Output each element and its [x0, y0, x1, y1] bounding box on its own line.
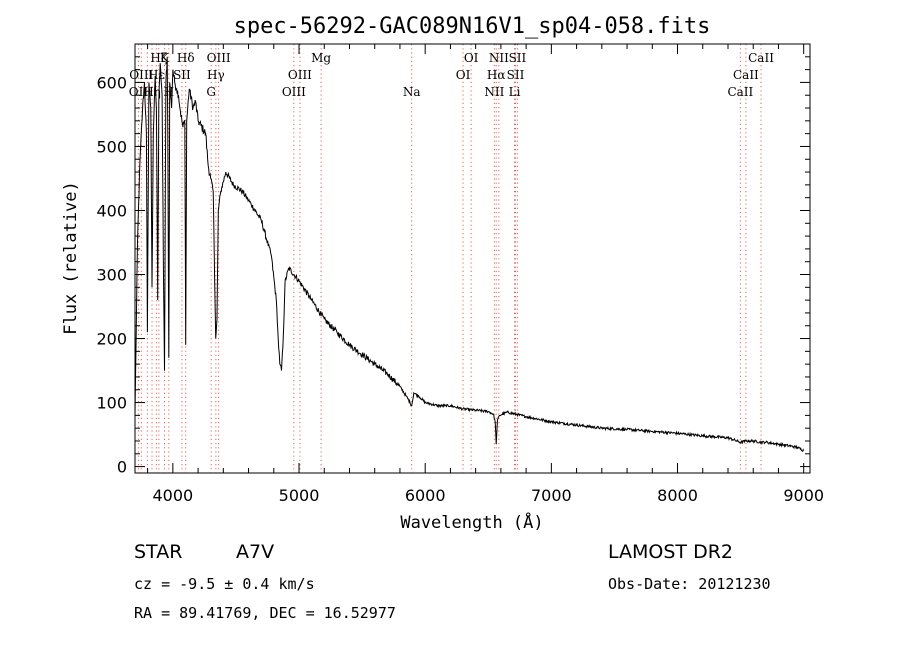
line-mark-label: K: [160, 51, 170, 65]
x-tick-label: 6000: [405, 486, 446, 505]
y-tick-label: 400: [96, 201, 127, 220]
line-mark-label: OIII: [207, 51, 231, 65]
line-mark-label: OIII: [288, 68, 312, 82]
x-tick-label: 5000: [279, 486, 320, 505]
line-mark-label: SII: [507, 68, 525, 82]
chart-title: spec-56292-GAC089N16V1_sp04-058.fits: [234, 14, 711, 39]
line-mark-label: Hα: [487, 68, 506, 82]
line-mark-label: SII: [173, 68, 191, 82]
line-labels: OII OIII Hη Hε HζK H SII Hδ G Hγ OIII OIII OIII Mg Na O…: [129, 51, 774, 99]
axis-ticks: 4000 5000 6000 7000 8000 9000 0 100 200 300 400 500…: [96, 44, 824, 505]
y-tick-label: 500: [96, 137, 127, 156]
line-marks: [137, 44, 762, 473]
object-subclass: A7V: [236, 541, 275, 563]
coordinates: RA = 89.41769, DEC = 16.52977: [134, 604, 396, 622]
line-mark-label: OII: [129, 85, 149, 99]
line-mark-label: SII: [509, 51, 527, 65]
line-mark-label: OIII: [129, 68, 153, 82]
spectrum-line: [134, 56, 805, 453]
x-tick-label: 4000: [152, 486, 193, 505]
redshift-cz: cz = -9.5 ± 0.4 km/s: [134, 575, 315, 593]
y-tick-label: 100: [96, 394, 127, 413]
line-mark-label: NII: [489, 51, 509, 65]
object-class: STAR: [134, 541, 183, 563]
x-axis-label: Wavelength (Å): [400, 511, 543, 533]
line-mark-label: Hγ: [207, 68, 225, 82]
y-axis-label: Flux (relative): [61, 181, 81, 335]
line-mark-label: CaII: [727, 85, 753, 99]
line-mark-label: Li: [509, 85, 521, 99]
x-tick-label: 7000: [531, 486, 572, 505]
plot-frame: [134, 43, 811, 474]
line-mark-label: H: [164, 85, 174, 99]
line-mark-label: Hε: [148, 68, 165, 82]
line-mark-label: CaII: [748, 51, 774, 65]
line-mark-label: OI: [464, 51, 479, 65]
y-tick-label: 0: [117, 458, 127, 477]
line-mark-label: Mg: [311, 51, 331, 65]
x-tick-label: 8000: [657, 486, 698, 505]
line-mark-label: G: [206, 85, 216, 99]
obs-date: Obs-Date: 20121230: [608, 575, 771, 593]
line-mark-label: NII: [484, 85, 504, 99]
line-mark-label: CaII: [733, 68, 759, 82]
y-tick-label: 200: [96, 330, 127, 349]
x-tick-label: 9000: [783, 486, 824, 505]
survey-name: LAMOST DR2: [608, 541, 733, 563]
line-mark-label: Hζ: [150, 51, 167, 65]
line-mark-label: OI: [456, 68, 471, 82]
line-mark-label: OIII: [282, 85, 306, 99]
y-tick-label: 600: [96, 73, 127, 92]
line-mark-label: Hδ: [177, 51, 195, 65]
line-mark-label: Hη: [143, 85, 161, 99]
y-tick-label: 300: [96, 266, 127, 285]
line-mark-label: Na: [403, 85, 421, 99]
